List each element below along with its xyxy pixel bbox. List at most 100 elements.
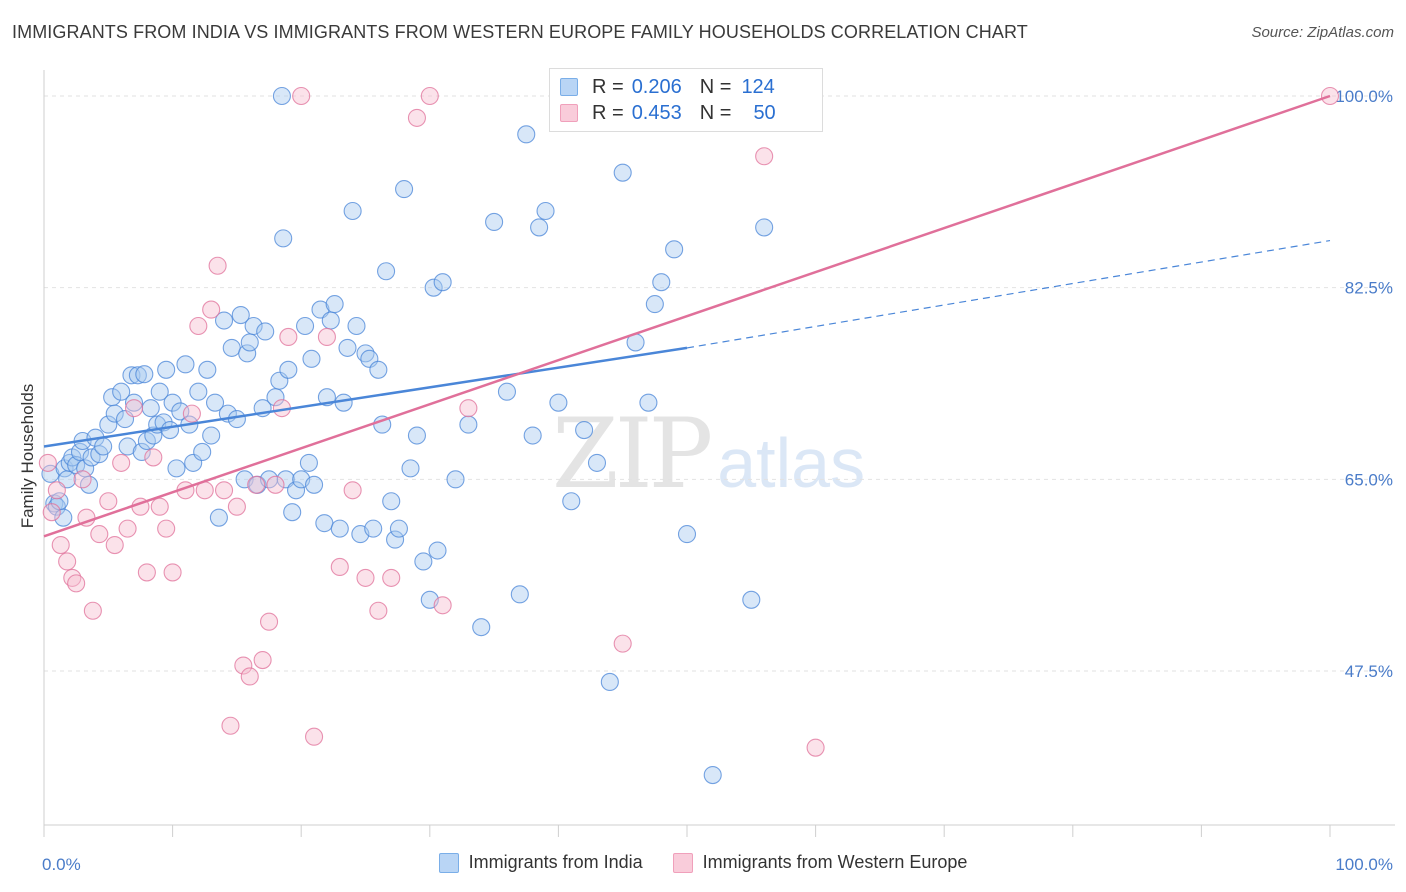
stats-legend: R = 0.206 N = 124 R = 0.453 N = 50 (549, 68, 823, 132)
point-western-europe (67, 574, 86, 593)
point-india (407, 426, 426, 445)
point-india (70, 442, 90, 462)
point-india (517, 125, 536, 144)
point-india (256, 322, 275, 341)
point-india (364, 519, 383, 538)
point-india (459, 415, 478, 434)
point-india (497, 382, 517, 401)
point-india (238, 344, 257, 363)
legend-item-western-europe: Immigrants from Western Europe (672, 852, 967, 873)
point-western-europe (47, 481, 66, 500)
point-india (198, 360, 217, 379)
point-india (377, 262, 396, 281)
point-india (99, 415, 118, 434)
point-india (428, 541, 447, 560)
western-europe-swatch (560, 104, 578, 122)
point-western-europe (382, 568, 401, 587)
point-western-europe (105, 535, 124, 555)
point-india (287, 481, 306, 500)
stats-legend-row-india: R = 0.206 N = 124 (560, 75, 775, 99)
point-india (122, 366, 141, 385)
point-western-europe (266, 475, 285, 494)
point-western-europe (99, 492, 118, 511)
point-india (302, 349, 321, 368)
point-western-europe (292, 86, 311, 106)
r-value-western-europe: 0.453 (631, 101, 682, 124)
point-western-europe (613, 634, 632, 653)
legend-label-india: Immigrants from India (468, 852, 643, 872)
point-western-europe (279, 327, 298, 347)
point-india (530, 218, 549, 237)
point-western-europe (317, 327, 336, 347)
point-western-europe (150, 497, 169, 516)
point-india (677, 525, 697, 544)
legend-item-india: Immigrants from India (438, 852, 643, 873)
point-western-europe (259, 612, 279, 631)
point-india (343, 201, 362, 221)
point-western-europe (42, 503, 61, 522)
point-india (742, 590, 761, 609)
point-western-europe (420, 86, 439, 106)
point-western-europe (227, 497, 246, 516)
point-india (227, 410, 246, 429)
point-india (446, 470, 465, 489)
source-label: Source: ZipAtlas.com (1251, 24, 1394, 41)
point-western-europe (83, 601, 102, 620)
point-india (141, 399, 160, 418)
point-india (652, 273, 671, 292)
point-india (299, 453, 318, 472)
western-europe-legend-swatch (672, 852, 693, 873)
n-label: N = (699, 101, 732, 124)
india-legend-swatch (438, 852, 459, 873)
point-western-europe (407, 108, 426, 127)
point-india (472, 618, 491, 637)
point-india (536, 201, 555, 221)
point-india (369, 360, 388, 379)
point-western-europe (58, 552, 77, 571)
point-western-europe (112, 453, 131, 472)
n-label: N = (699, 75, 732, 98)
point-india (562, 492, 581, 511)
point-india (485, 212, 504, 232)
point-india (414, 552, 433, 571)
point-western-europe (51, 535, 70, 555)
point-western-europe (459, 399, 478, 418)
point-india (124, 393, 144, 412)
point-india (510, 585, 529, 604)
point-india (382, 492, 401, 511)
point-india (613, 163, 632, 182)
r-label: R = (592, 101, 624, 124)
point-india (160, 420, 180, 440)
point-india (338, 338, 357, 357)
point-western-europe (73, 470, 92, 489)
point-western-europe (157, 519, 176, 538)
point-india (132, 442, 151, 462)
point-india (296, 316, 315, 336)
point-india (105, 404, 124, 423)
point-india (703, 765, 722, 785)
point-india (94, 437, 113, 456)
point-western-europe (221, 716, 240, 735)
point-western-europe (240, 667, 259, 686)
point-western-europe (755, 147, 774, 166)
point-india (575, 420, 594, 440)
point-india (128, 366, 147, 385)
point-western-europe (330, 557, 349, 577)
point-india (549, 393, 568, 412)
point-india (330, 519, 349, 538)
point-india (389, 519, 408, 538)
point-india (135, 365, 154, 384)
point-india (214, 311, 234, 330)
point-india (424, 278, 443, 297)
point-india (315, 514, 334, 533)
point-india (205, 393, 225, 412)
point-india (279, 360, 298, 379)
r-value-india: 0.206 (631, 75, 682, 98)
point-india (112, 382, 131, 401)
point-india (587, 453, 607, 472)
point-india (645, 295, 664, 314)
watermark-atlas: atlas (717, 424, 866, 502)
point-western-europe (234, 656, 253, 675)
y-tick-label: 82.5% (1345, 279, 1393, 298)
